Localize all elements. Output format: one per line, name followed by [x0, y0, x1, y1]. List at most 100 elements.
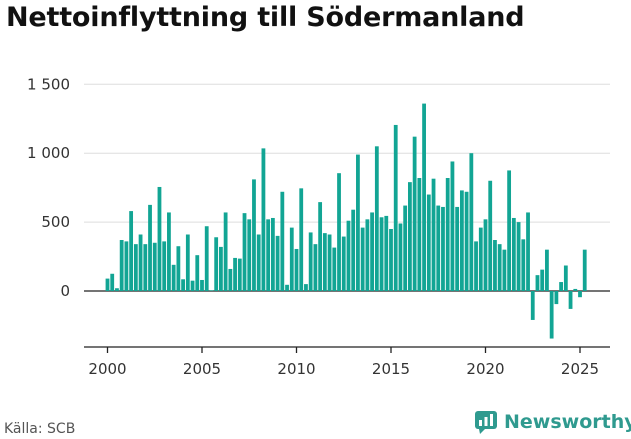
- bar: [219, 246, 223, 291]
- y-tick-label: 0: [60, 282, 70, 300]
- bar: [535, 275, 540, 291]
- bar: [157, 186, 162, 291]
- bar: [119, 240, 124, 291]
- bar: [526, 212, 530, 291]
- bar: [521, 239, 526, 291]
- bar: [445, 178, 450, 291]
- bar: [242, 213, 247, 291]
- bar: [469, 153, 474, 291]
- bar: [209, 290, 214, 291]
- bar: [563, 265, 568, 291]
- bar: [294, 248, 299, 291]
- bar: [289, 227, 294, 291]
- bar: [318, 202, 323, 291]
- bar: [459, 190, 464, 291]
- bar: [516, 222, 521, 291]
- bar: [285, 284, 289, 291]
- x-tick-label: 2005: [183, 360, 221, 378]
- bar: [143, 244, 148, 291]
- bar: [233, 257, 237, 291]
- bar: [360, 227, 365, 291]
- bar: [403, 205, 408, 291]
- bar: [327, 234, 332, 291]
- bar: [105, 278, 110, 291]
- bar: [138, 234, 143, 291]
- brand-logo[interactable]: Newsworthy: [474, 407, 631, 437]
- bar: [455, 206, 460, 291]
- x-tick-label: 2020: [466, 360, 504, 378]
- x-tick-label: 2010: [277, 360, 315, 378]
- bars: [105, 103, 587, 339]
- bar: [483, 219, 488, 291]
- bar: [568, 291, 573, 309]
- bar: [332, 247, 337, 291]
- bar: [228, 268, 233, 291]
- bar: [299, 188, 304, 291]
- bar-chart: 0 500 1 000 1 500 2000 2005 2010 2015 2020 2025: [27, 75, 610, 378]
- bar: [422, 103, 426, 291]
- bar: [408, 182, 412, 291]
- bar: [554, 291, 559, 305]
- bar: [190, 280, 195, 292]
- bar: [559, 282, 563, 291]
- bar: [417, 178, 422, 291]
- x-tick-label: 2025: [561, 360, 599, 378]
- bar: [247, 219, 252, 291]
- bar: [365, 219, 370, 291]
- bar: [511, 217, 516, 291]
- bar: [181, 279, 185, 291]
- y-tick-label: 1 000: [27, 144, 70, 162]
- bar: [464, 191, 469, 291]
- bar: [374, 146, 379, 291]
- bar: [474, 241, 478, 291]
- bar: [162, 241, 167, 291]
- y-axis: 0 500 1 000 1 500: [27, 75, 70, 300]
- chart-title: Nettoinflyttning till Södermanland: [6, 2, 525, 33]
- bar: [478, 227, 483, 291]
- bar: [493, 240, 497, 291]
- y-tick-label: 1 500: [27, 75, 70, 93]
- bar: [341, 236, 346, 291]
- bar: [124, 241, 129, 291]
- bar: [393, 124, 398, 291]
- bar: [441, 206, 445, 291]
- bar: [223, 212, 228, 291]
- bar: [398, 223, 403, 291]
- bar: [115, 288, 119, 291]
- bar: [308, 232, 313, 292]
- bar: [313, 244, 318, 291]
- bar: [304, 284, 308, 291]
- x-tick-label: 2000: [88, 360, 126, 378]
- bar: [578, 291, 582, 298]
- bar: [261, 148, 266, 291]
- bar: [540, 269, 545, 291]
- bar: [280, 191, 285, 291]
- x-tick-label: 2015: [372, 360, 410, 378]
- bar: [370, 212, 374, 291]
- source-note: Källa: SCB: [4, 421, 76, 437]
- bar: [346, 220, 351, 291]
- bar: [530, 291, 535, 320]
- bar: [379, 217, 384, 291]
- bar: [582, 249, 587, 291]
- bar: [497, 244, 502, 291]
- bar: [171, 264, 176, 291]
- bar: [204, 226, 209, 291]
- bar: [351, 209, 356, 291]
- bar: [252, 179, 256, 291]
- bar: [436, 205, 441, 291]
- bar: [256, 234, 261, 291]
- bar: [110, 273, 115, 291]
- bar: [337, 173, 341, 291]
- bar: [573, 288, 578, 291]
- bar: [152, 242, 157, 291]
- brand-name: Newsworthy: [504, 411, 631, 433]
- bar: [549, 291, 554, 339]
- bar: [266, 219, 271, 291]
- bar: [431, 178, 436, 291]
- bar: [214, 237, 219, 291]
- bar: [167, 212, 171, 291]
- bar: [275, 235, 280, 291]
- bar: [185, 234, 190, 291]
- bar: [488, 180, 493, 291]
